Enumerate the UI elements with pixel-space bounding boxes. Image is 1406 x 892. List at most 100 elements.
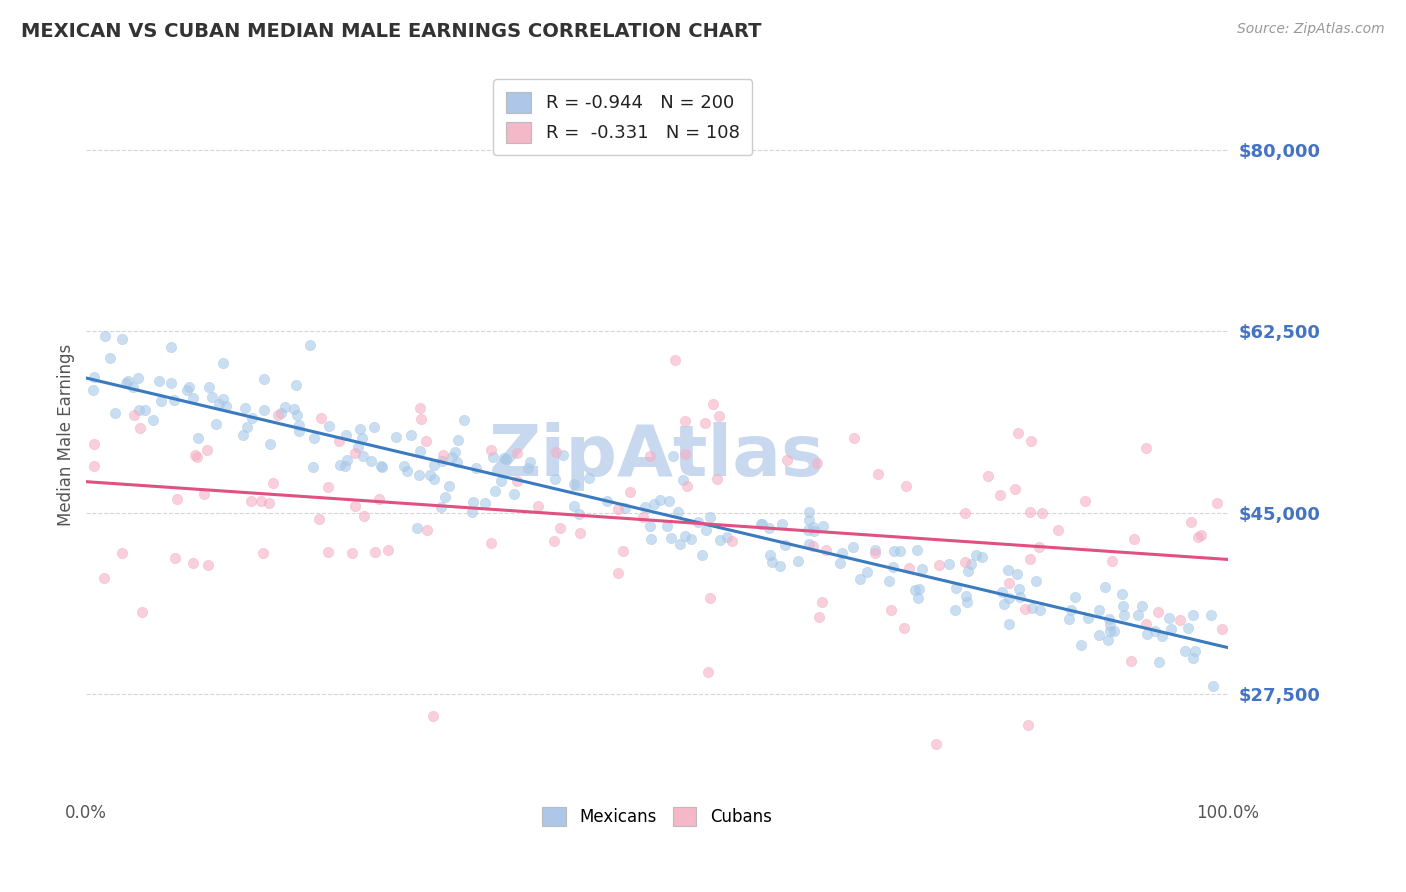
Point [803,524,825,538]
Point [262,475,284,490]
Point [690,549,713,563]
Point [1181,608,1204,623]
Point [607,501,630,516]
Point [419,467,441,482]
Point [676,479,699,493]
Point [446,434,468,448]
Point [807,609,830,624]
Point [679,532,702,546]
Point [377,542,399,557]
Text: Source: ZipAtlas.com: Source: ZipAtlas.com [1237,22,1385,37]
Point [240,410,263,425]
Point [519,454,541,468]
Point [960,557,983,571]
Point [883,544,905,558]
Point [848,572,870,586]
Point [1063,590,1085,604]
Point [856,566,879,580]
Point [494,451,516,466]
Point [997,616,1019,631]
Point [142,413,165,427]
Point [1187,530,1209,544]
Point [252,546,274,560]
Point [198,380,221,394]
Point [889,544,911,558]
Point [159,376,181,390]
Point [672,473,695,487]
Point [619,485,641,500]
Point [925,737,948,751]
Point [506,446,529,460]
Point [439,478,461,492]
Point [526,499,548,513]
Point [328,434,350,449]
Point [184,448,207,462]
Point [893,621,915,635]
Point [882,560,904,574]
Point [548,521,571,535]
Point [640,532,662,546]
Point [111,332,134,346]
Point [122,409,145,423]
Point [82,383,104,397]
Point [1112,607,1135,622]
Point [842,540,865,554]
Point [1112,599,1135,614]
Point [163,551,186,566]
Point [401,427,423,442]
Point [318,480,340,494]
Point [797,536,820,550]
Point [394,458,416,473]
Point [423,472,446,486]
Point [1152,628,1174,642]
Point [363,544,385,558]
Point [659,532,682,546]
Point [333,458,356,473]
Point [1147,655,1170,669]
Point [868,467,890,481]
Point [955,595,977,609]
Point [516,461,538,475]
Point [482,450,505,465]
Point [770,517,793,532]
Point [972,550,994,565]
Point [274,401,297,415]
Point [801,539,824,553]
Point [285,409,308,423]
Point [1021,434,1043,448]
Point [1007,425,1029,440]
Point [1135,441,1157,455]
Point [149,393,172,408]
Point [302,460,325,475]
Point [1123,532,1146,546]
Point [699,591,721,606]
Point [1057,611,1080,625]
Point [406,521,429,535]
Point [288,424,311,438]
Point [111,546,134,560]
Point [474,496,496,510]
Point [811,595,834,609]
Point [335,428,357,442]
Point [1019,552,1042,566]
Point [93,571,115,585]
Point [773,538,796,552]
Point [658,494,681,508]
Point [346,440,368,454]
Point [1099,624,1122,639]
Point [696,665,718,679]
Point [811,519,834,533]
Point [1189,527,1212,541]
Point [1128,608,1150,623]
Point [479,535,502,549]
Point [693,416,716,430]
Point [1211,622,1233,636]
Point [896,479,918,493]
Point [434,490,457,504]
Point [207,397,229,411]
Point [506,475,529,489]
Point [235,401,257,415]
Point [998,591,1021,605]
Point [1177,621,1199,635]
Point [212,356,235,370]
